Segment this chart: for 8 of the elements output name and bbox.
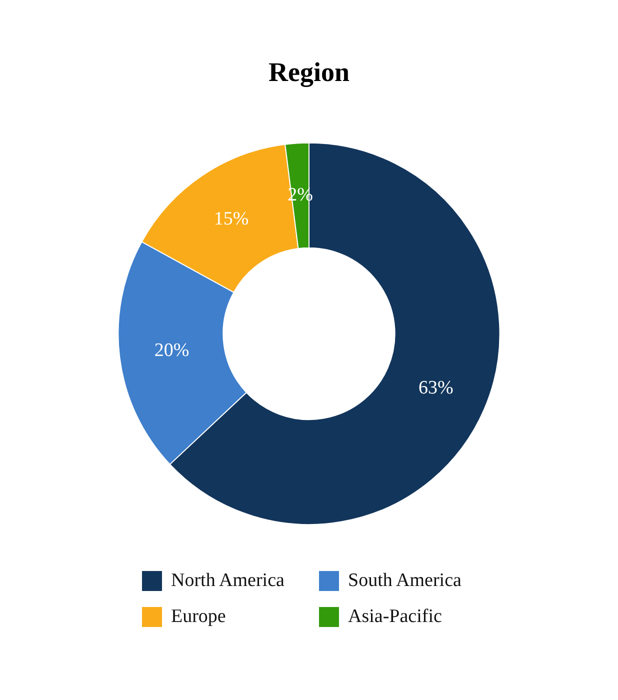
chart-title: Region [268, 57, 350, 88]
data-label: 20% [154, 340, 190, 362]
legend-label: South America [348, 570, 462, 592]
legend-label: North America [171, 570, 284, 592]
legend-label: Asia-Pacific [348, 606, 442, 628]
legend-label: Europe [171, 606, 226, 628]
data-label: 63% [418, 378, 454, 399]
data-label: 15% [214, 208, 249, 230]
